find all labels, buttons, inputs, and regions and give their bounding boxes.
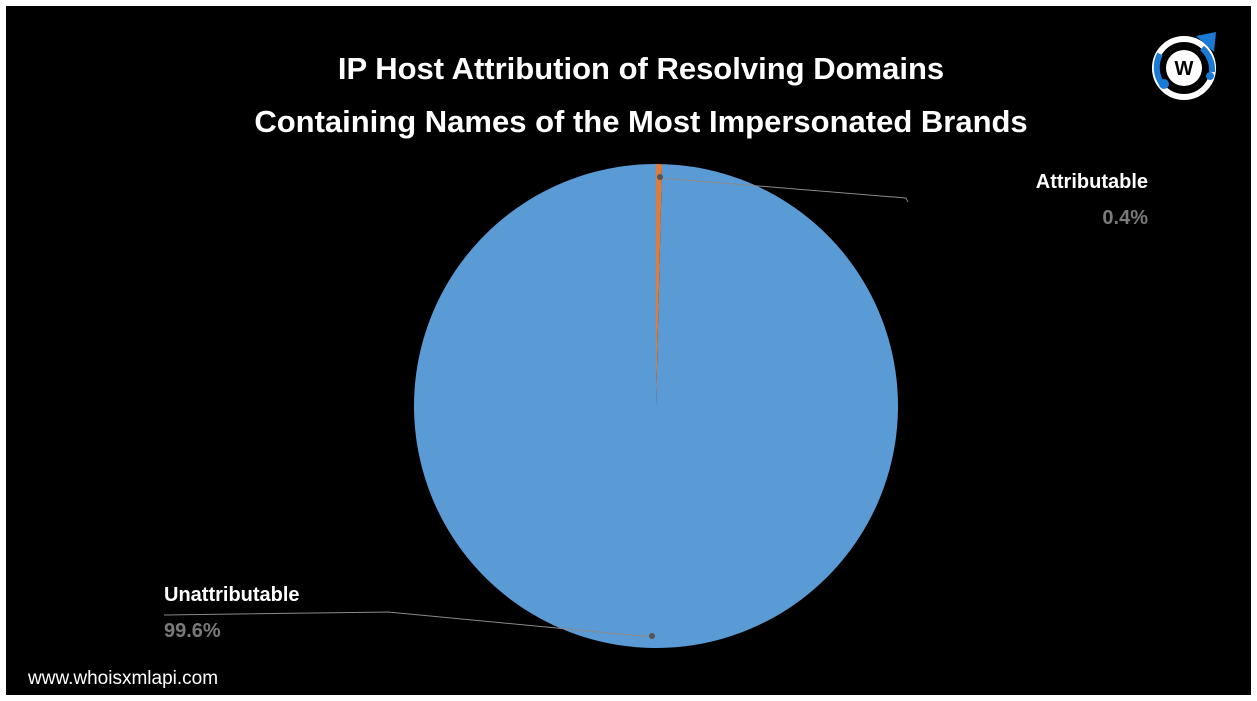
leader-dot-unattributable [649,633,655,639]
slice-label-attributable: Attributable [1036,171,1148,193]
chart-title: IP Host Attribution of Resolving Domains… [6,42,1251,148]
slice-value-attributable: 0.4% [1102,207,1148,229]
whoisxmlapi-logo-icon: W [1146,28,1222,104]
leader-line-unattributable [163,611,653,638]
chart-title-line-2: Containing Names of the Most Impersonate… [254,104,1028,139]
leader-line-attributable [659,177,909,203]
chart-title-line-1: IP Host Attribution of Resolving Domains [337,51,945,86]
leader-dot-attributable [657,174,663,180]
slice-label-unattributable: Unattributable [164,584,300,606]
chart-frame: IP Host Attribution of Resolving Domains… [6,6,1251,695]
pie-slice-unattributable [413,164,898,648]
source-url: www.whoisxmlapi.com [28,668,219,689]
pie-slice-attributable [656,164,663,406]
pie-chart: Attributable 0.4% Unattributable 99.6% [163,164,1148,648]
slice-value-unattributable: 99.6% [164,620,221,642]
logo-letter: W [1175,58,1194,80]
